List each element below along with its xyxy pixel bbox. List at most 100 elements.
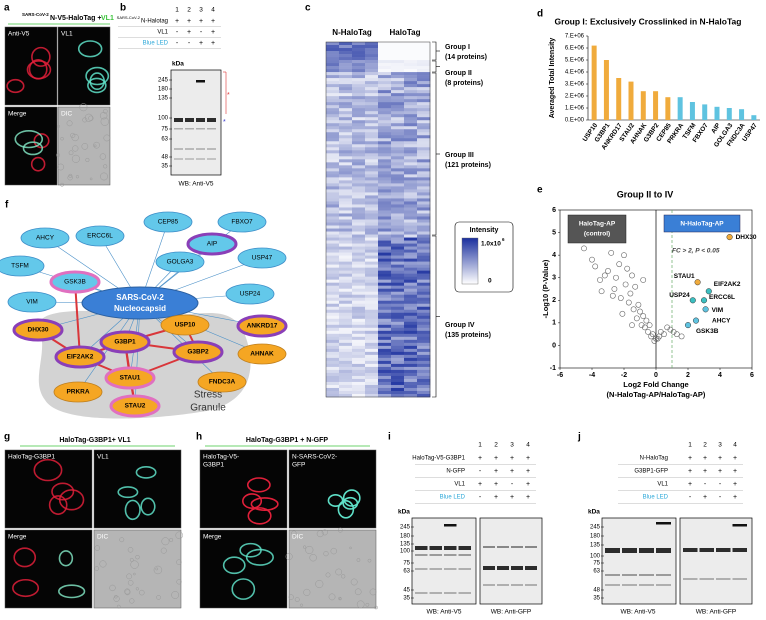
heatmap-cell — [339, 153, 353, 157]
heatmap-cell — [391, 327, 405, 332]
mw-marker: 245 — [400, 525, 411, 531]
heatmap-cell — [339, 279, 353, 283]
heatmap-cell — [365, 288, 379, 293]
dic-texture — [328, 593, 336, 601]
data-point — [601, 272, 608, 279]
heatmap-cell — [378, 384, 392, 389]
point-label: USP24 — [669, 292, 690, 299]
heatmap-cell — [326, 174, 340, 178]
heatmap-cell — [326, 222, 340, 226]
cell — [250, 497, 279, 511]
heatmap-cell — [391, 345, 405, 350]
heatmap-cell — [326, 150, 340, 154]
heatmap-cell — [417, 93, 431, 97]
heatmap-cell — [391, 288, 405, 293]
y-axis-label: Averaged Total Intensity — [549, 38, 556, 119]
mw-marker: 180 — [590, 534, 601, 540]
heatmap-cell — [365, 54, 379, 58]
sign: + — [211, 18, 215, 25]
heatmap-cell — [339, 357, 353, 362]
heatmap-cell — [352, 210, 366, 214]
micrograph — [4, 106, 58, 186]
heatmap-cell — [339, 321, 353, 326]
mw-marker: 63 — [593, 569, 600, 575]
heatmap-cell — [404, 234, 418, 238]
heatmap-cell — [404, 165, 418, 169]
protein-node — [172, 340, 224, 364]
heatmap-cell — [417, 204, 431, 208]
heatmap-cell — [417, 360, 431, 365]
target-box — [663, 214, 741, 233]
heatmap-cell — [391, 144, 405, 148]
cell — [245, 548, 274, 566]
band — [415, 592, 428, 594]
heatmap-cell — [339, 135, 353, 139]
data-point — [673, 331, 680, 338]
heatmap-cell — [378, 195, 392, 199]
dic-texture — [374, 605, 378, 610]
heatmap-cell — [391, 246, 405, 250]
band — [174, 128, 183, 130]
heatmap-cell — [391, 336, 405, 341]
heatmap-cell — [404, 207, 418, 211]
heatmap-cell — [417, 87, 431, 91]
heatmap-cell — [365, 249, 379, 253]
heatmap-cell — [352, 252, 366, 256]
heatmap-cell — [391, 174, 405, 178]
heatmap-cell — [378, 279, 392, 283]
heatmap-cell — [391, 171, 405, 175]
heatmap-cell — [365, 171, 379, 175]
heatmap-cell — [378, 234, 392, 238]
heatmap-cell — [339, 69, 353, 73]
dic-texture — [71, 133, 79, 142]
node-label: DHX30 — [28, 327, 49, 334]
heatmap-cell — [391, 72, 405, 76]
heatmap-cell — [339, 315, 353, 320]
heatmap-cell — [326, 45, 340, 49]
heatmap-cell — [417, 198, 431, 202]
heatmap-cell — [339, 207, 353, 211]
condition-label: N-GFP — [446, 469, 465, 475]
blot-footer: WB: Anti-V5 — [620, 609, 655, 616]
heatmap-cell — [378, 90, 392, 94]
heatmap-cell — [417, 321, 431, 326]
dic-texture — [129, 557, 134, 562]
heatmap-cell — [378, 81, 392, 85]
heatmap-cell — [404, 189, 418, 193]
heatmap-cell — [352, 213, 366, 217]
heatmap-cell — [339, 93, 353, 97]
dic-texture — [291, 530, 297, 536]
heatmap-cell — [378, 327, 392, 332]
heatmap-cell — [365, 162, 379, 166]
image-label: HaloTag-G3BP1 — [8, 454, 55, 461]
heatmap-cell — [339, 390, 353, 395]
heatmap-cell — [378, 210, 392, 214]
heatmap-cell — [339, 192, 353, 196]
heatmap-cell — [378, 129, 392, 133]
dic-texture — [116, 604, 121, 609]
data-point — [643, 317, 650, 324]
heatmap-cell — [365, 363, 379, 368]
heatmap-cell — [365, 321, 379, 326]
heatmap-cell — [417, 177, 431, 181]
heatmap-cell — [326, 324, 340, 329]
band — [207, 118, 216, 122]
heatmap-cell — [417, 219, 431, 223]
heatmap-cell — [352, 84, 366, 88]
heatmap-cell — [365, 372, 379, 377]
image-label: GFP — [292, 462, 305, 469]
heatmap-cell — [339, 81, 353, 85]
heatmap-cell — [339, 297, 353, 302]
dic-texture — [153, 565, 163, 575]
heatmap-cell — [391, 60, 405, 64]
band — [605, 584, 620, 586]
heatmap-cell — [404, 309, 418, 314]
heatmap-cell — [417, 330, 431, 335]
sign: + — [494, 494, 498, 501]
heatmap-cell — [339, 54, 353, 58]
sign: + — [526, 494, 530, 501]
heatmap-cell — [378, 264, 392, 268]
heatmap-cell — [352, 123, 366, 127]
heatmap-cell — [391, 384, 405, 389]
heatmap-cell — [417, 105, 431, 109]
